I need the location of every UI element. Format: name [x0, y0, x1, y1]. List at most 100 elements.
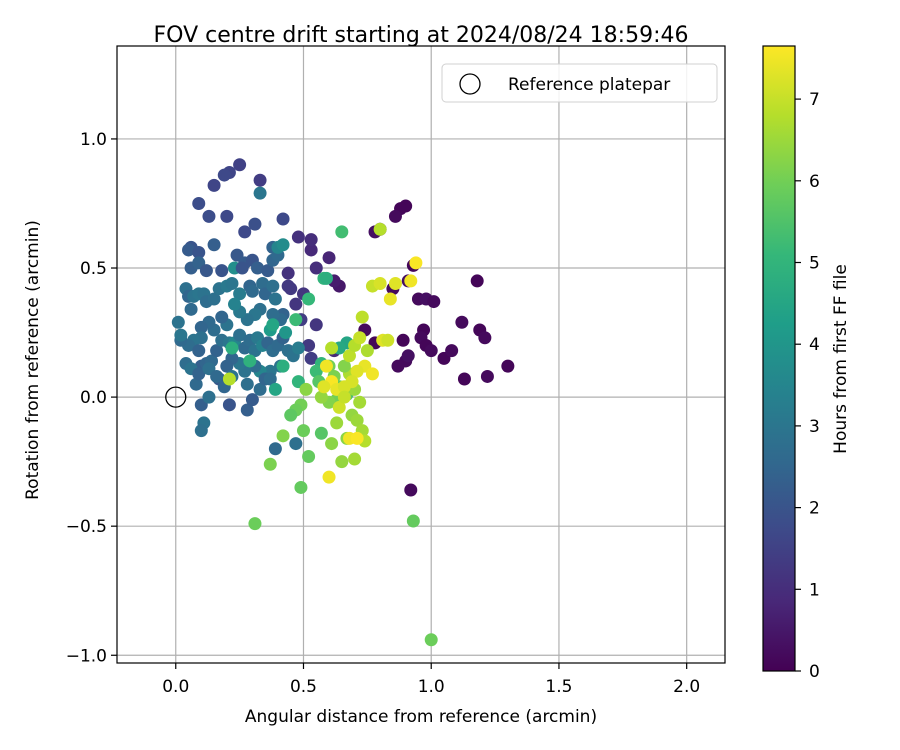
data-point [322, 470, 336, 484]
data-point [243, 354, 257, 368]
data-point [202, 390, 216, 404]
data-point [304, 233, 318, 247]
data-point [304, 351, 318, 365]
data-point [391, 359, 405, 373]
data-point [478, 331, 492, 345]
legend-marker-reference [459, 73, 481, 95]
data-point [245, 393, 259, 407]
data-point [266, 307, 280, 321]
data-point [184, 302, 198, 316]
data-point [365, 367, 379, 381]
x-tick-label: 0.5 [290, 677, 317, 697]
data-point [225, 277, 239, 291]
data-point [253, 186, 267, 200]
data-point [281, 279, 295, 293]
data-point [322, 251, 336, 265]
colorbar-tick-label: 1 [809, 580, 820, 600]
data-point [501, 359, 515, 373]
data-point [281, 266, 295, 280]
data-point [424, 633, 438, 647]
legend: Reference platepar [441, 63, 718, 103]
data-point [457, 372, 471, 386]
data-point [319, 271, 333, 285]
data-point [302, 338, 316, 352]
data-point [253, 173, 267, 187]
data-point [296, 424, 310, 438]
plot-frame [116, 45, 726, 664]
colorbar-tick-label: 5 [809, 254, 820, 274]
data-point [266, 318, 280, 332]
data-point [222, 398, 236, 412]
x-tick-label: 0.0 [162, 677, 189, 697]
data-point [233, 287, 247, 301]
data-point [335, 455, 349, 469]
colorbar-tick-label: 6 [809, 172, 820, 192]
data-point [210, 344, 224, 358]
data-point [228, 297, 242, 311]
y-tick-label: 1.0 [80, 130, 107, 150]
data-point [325, 341, 339, 355]
x-tick-label: 1.0 [418, 677, 445, 697]
data-point [268, 292, 282, 306]
data-point [189, 377, 203, 391]
reference-marker [165, 386, 187, 408]
data-point [317, 380, 331, 394]
data-point [350, 431, 364, 445]
data-point [284, 408, 298, 422]
data-point [289, 437, 303, 451]
data-point [268, 382, 282, 396]
data-point [207, 178, 221, 192]
x-axis-ticks: 0.0 0.5 1.0 1.5 2.0 [162, 663, 700, 697]
data-point [373, 222, 387, 236]
x-tick-label: 1.5 [545, 677, 572, 697]
x-tick-label: 2.0 [673, 677, 700, 697]
data-point [253, 382, 267, 396]
data-point [238, 225, 252, 239]
data-point [388, 209, 402, 223]
data-point [222, 372, 236, 386]
data-point [404, 274, 418, 288]
chart-title: FOV centre drift starting at 2024/08/24 … [154, 23, 689, 48]
data-point [194, 424, 208, 438]
grid [117, 46, 725, 663]
y-axis-ticks: −1.0 −0.5 0.0 0.5 1.0 [66, 130, 117, 666]
data-point [251, 261, 265, 275]
data-points [171, 158, 515, 647]
colorbar-tick-label: 7 [809, 90, 820, 110]
data-point [171, 315, 185, 329]
data-point [261, 264, 275, 278]
data-point [220, 359, 234, 373]
data-point [314, 426, 328, 440]
data-point [276, 429, 290, 443]
data-point [353, 331, 367, 345]
data-point [480, 369, 494, 383]
legend-label-reference: Reference platepar [508, 75, 670, 95]
data-point [215, 310, 229, 324]
data-point [309, 261, 323, 275]
legend-box [441, 63, 718, 103]
data-point [337, 359, 351, 373]
data-point [291, 341, 305, 355]
data-point [263, 372, 277, 386]
data-point [406, 514, 420, 528]
data-point [409, 256, 423, 270]
data-point [245, 284, 259, 298]
data-point [396, 333, 410, 347]
data-point [215, 264, 229, 278]
data-point [319, 359, 333, 373]
y-tick-label: −1.0 [66, 646, 107, 666]
data-point [202, 209, 216, 223]
colorbar-gradient [762, 45, 796, 672]
y-axis-label: Rotation from reference (arcmin) [23, 220, 43, 500]
data-point [383, 292, 397, 306]
data-point [302, 449, 316, 463]
data-point [207, 292, 221, 306]
data-point [291, 230, 305, 244]
data-point [233, 328, 247, 342]
data-point [294, 480, 308, 494]
data-point [302, 292, 316, 306]
data-point [309, 364, 323, 378]
reference-platepar-marker [165, 386, 187, 408]
